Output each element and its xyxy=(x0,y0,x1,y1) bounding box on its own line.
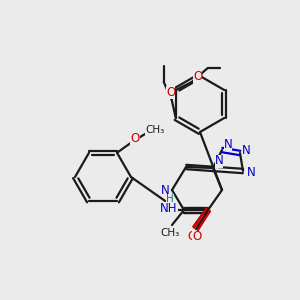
Text: N: N xyxy=(224,137,232,151)
Text: NH: NH xyxy=(160,202,178,214)
Text: O: O xyxy=(193,70,203,83)
Text: N: N xyxy=(160,184,169,196)
Text: O: O xyxy=(130,132,140,145)
Text: O: O xyxy=(192,230,202,242)
Text: N: N xyxy=(247,167,255,179)
Text: CH₃: CH₃ xyxy=(146,125,165,135)
Text: N: N xyxy=(214,154,224,167)
Text: H: H xyxy=(166,194,174,204)
Text: CH₃: CH₃ xyxy=(160,228,180,238)
Text: O: O xyxy=(166,86,176,100)
Text: N: N xyxy=(242,145,250,158)
Text: O: O xyxy=(188,230,196,242)
